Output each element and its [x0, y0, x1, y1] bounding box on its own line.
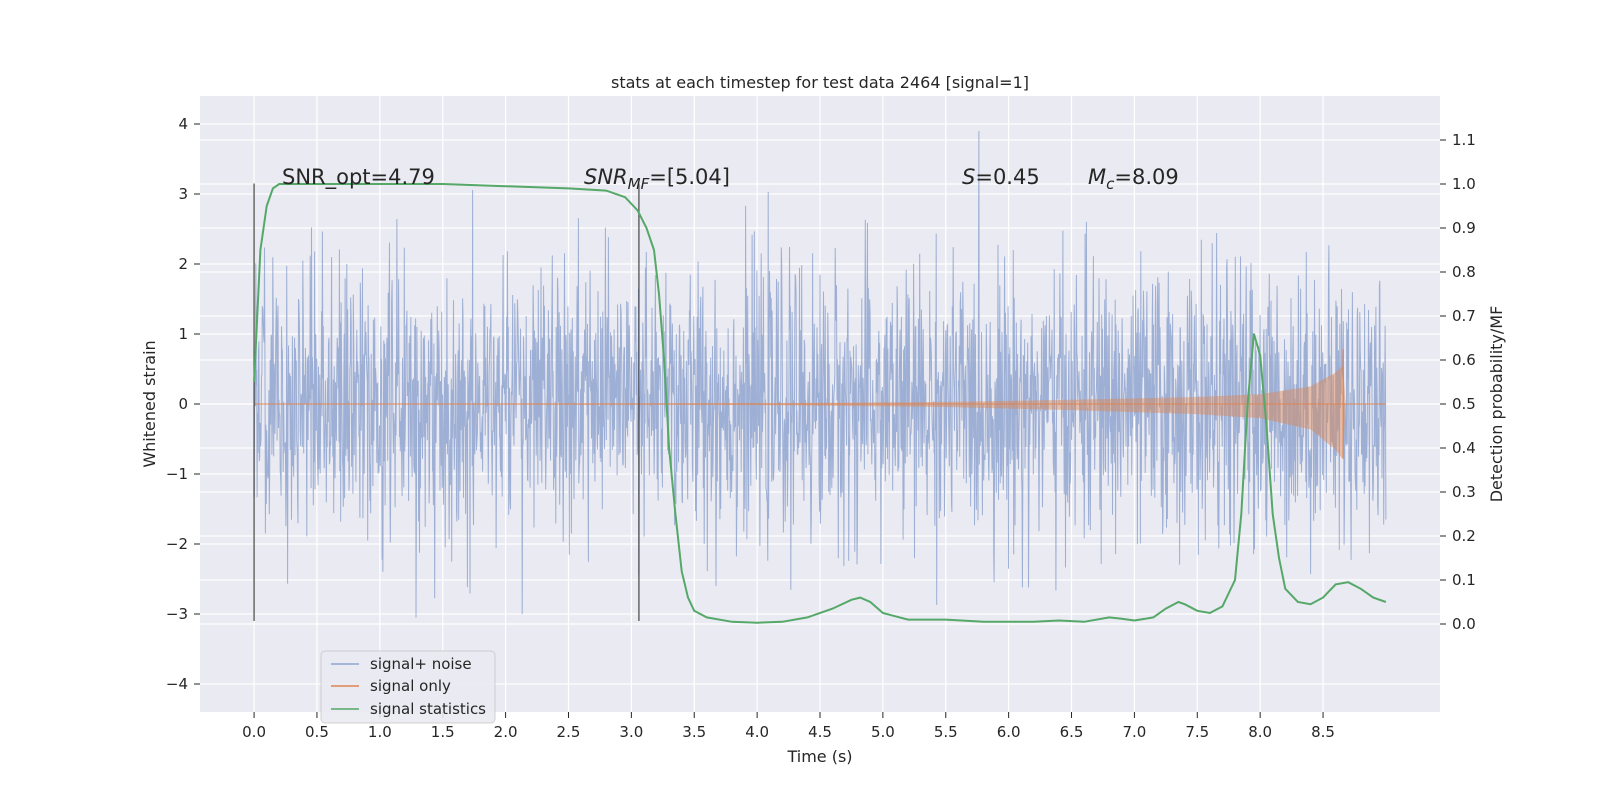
x-tick-label: 5.5: [934, 723, 958, 741]
annotation-snr-mf-base: SNR: [584, 165, 628, 189]
y-tick-label: −3: [166, 605, 188, 623]
y2-tick-label: 0.5: [1452, 395, 1476, 413]
signal-statistics-series: [253, 183, 1387, 624]
y-tick-label: 3: [178, 185, 188, 203]
y2-axis-ticks: 1.1 1.0 0.9 0.8 0.7 0.6 0.5 0.4 0.3 0.2 0.1 0.0: [1440, 131, 1476, 633]
legend-label-signal-statistics: signal statistics: [370, 700, 486, 718]
y2-tick-label: 0.0: [1452, 615, 1476, 633]
y2-tick-label: 0.9: [1452, 219, 1476, 237]
y-tick-label: −2: [166, 535, 188, 553]
x-tick-label: 2.0: [494, 723, 518, 741]
y2-tick-label: 0.8: [1452, 263, 1476, 281]
annotation-snr-mf-sub: MF: [628, 175, 650, 193]
x-tick-label: 2.5: [557, 723, 581, 741]
y2-tick-label: 0.1: [1452, 571, 1476, 589]
y2-tick-label: 1.1: [1452, 131, 1476, 149]
legend: signal+ noise signal only signal statist…: [320, 650, 496, 724]
signal-only-series: [254, 349, 1386, 460]
annotation-snr-mf-value: =[5.04]: [649, 165, 730, 189]
y-tick-label: 4: [178, 115, 188, 133]
annotation-mc-sub: c: [1106, 175, 1115, 193]
y-tick-label: −1: [166, 465, 188, 483]
x-tick-label: 4.5: [808, 723, 832, 741]
annotation-snr-opt: SNR_opt=4.79: [282, 165, 435, 190]
y-tick-label: −4: [166, 675, 188, 693]
x-tick-label: 6.0: [997, 723, 1021, 741]
y-axis-label: Whitened strain: [140, 340, 159, 467]
x-tick-label: 6.5: [1060, 723, 1084, 741]
annotation-mc: Mc=8.09: [1088, 165, 1179, 193]
x-tick-label: 3.0: [619, 723, 643, 741]
y2-tick-label: 0.2: [1452, 527, 1476, 545]
x-tick-label: 8.5: [1311, 723, 1335, 741]
legend-box: [320, 650, 496, 724]
annotation-s: S=0.45: [962, 165, 1040, 189]
x-tick-label: 5.0: [871, 723, 895, 741]
y2-tick-label: 0.7: [1452, 307, 1476, 325]
legend-label-signal-only: signal only: [370, 677, 451, 695]
legend-label-signal-noise: signal+ noise: [370, 655, 472, 673]
y2-tick-label: 0.4: [1452, 439, 1476, 457]
chart-title: stats at each timestep for test data 246…: [611, 73, 1029, 92]
y2-axis-label: Detection probability/MF: [1487, 306, 1506, 503]
y-tick-label: 2: [178, 255, 188, 273]
y-tick-label: 0: [178, 395, 188, 413]
x-tick-label: 0.5: [305, 723, 329, 741]
signal-noise-series: [253, 130, 1387, 618]
x-tick-label: 4.0: [745, 723, 769, 741]
x-axis-label: Time (s): [786, 747, 852, 766]
y-axis-ticks: 4 3 2 1 0 −1 −2 −3 −4: [166, 115, 200, 693]
annotation-mc-value: =8.09: [1114, 165, 1178, 189]
signal-statistics-line: [253, 183, 1387, 624]
vertical-markers: [253, 183, 640, 621]
x-tick-label: 7.0: [1122, 723, 1146, 741]
signal-noise-line: [253, 130, 1387, 618]
x-axis-ticks: 0.0 0.5 1.0 1.5 2.0 2.5 3.0 3.5 4.0 4.5 5.0 5.5 6.0 6…: [242, 712, 1335, 741]
x-tick-label: 1.0: [368, 723, 392, 741]
y2-tick-label: 0.3: [1452, 483, 1476, 501]
annotation-s-var: S: [962, 165, 975, 189]
x-tick-label: 7.5: [1185, 723, 1209, 741]
x-tick-label: 1.5: [431, 723, 455, 741]
y2-tick-label: 1.0: [1452, 175, 1476, 193]
x-tick-label: 8.0: [1248, 723, 1272, 741]
y2-tick-label: 0.6: [1452, 351, 1476, 369]
x-tick-label: 0.0: [242, 723, 266, 741]
annotation-snr-mf: SNRMF=[5.04]: [584, 165, 730, 193]
x-tick-label: 3.5: [682, 723, 706, 741]
annotation-mc-var: M: [1088, 165, 1106, 189]
y-tick-label: 1: [178, 325, 188, 343]
annotation-s-value: =0.45: [975, 165, 1039, 189]
